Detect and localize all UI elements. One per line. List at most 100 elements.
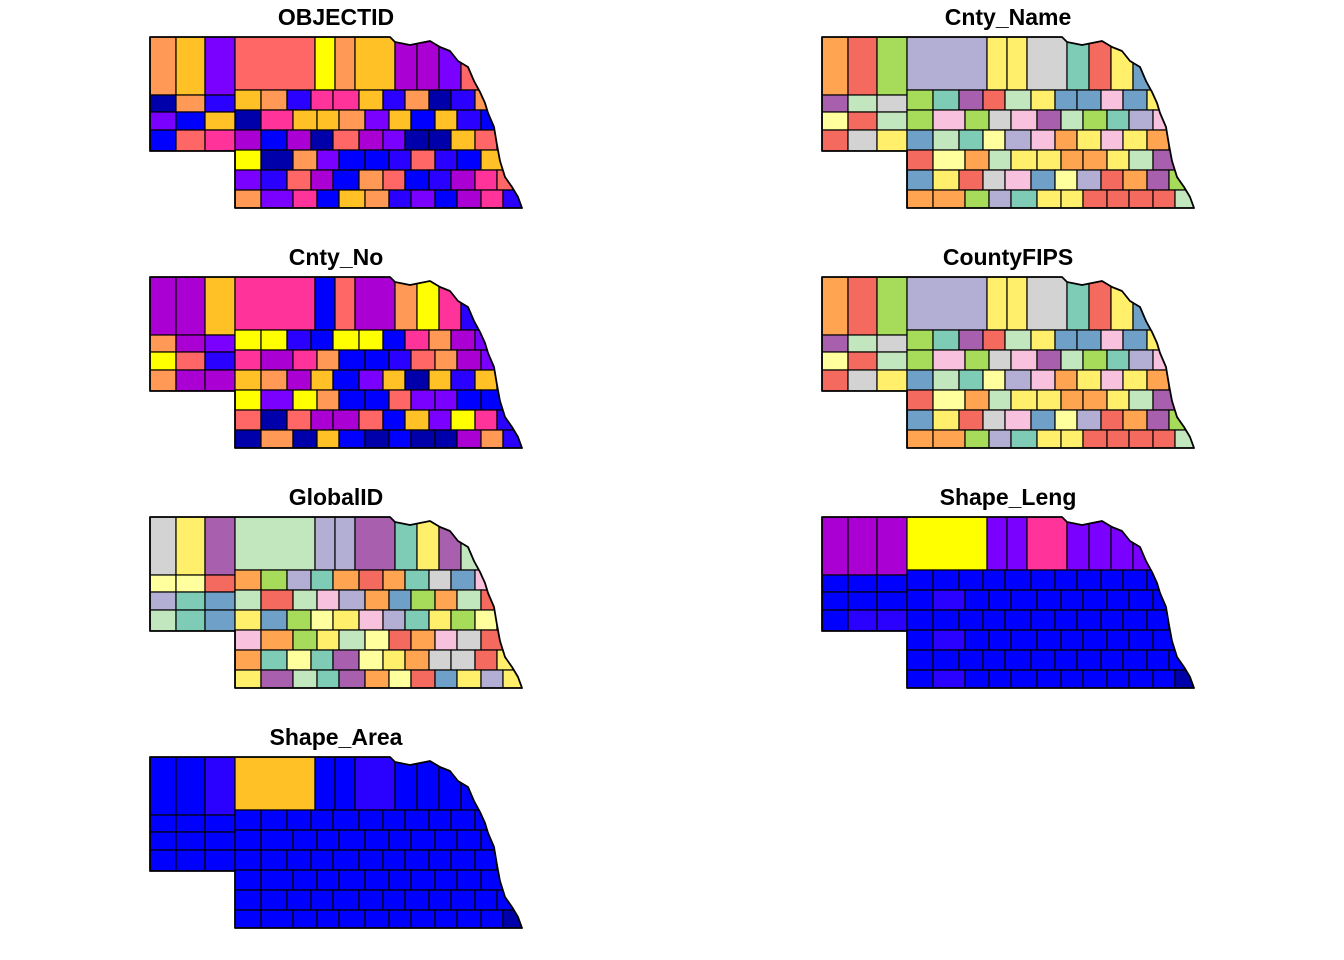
county	[292, 149, 318, 171]
county	[1026, 277, 1068, 331]
county	[988, 629, 1012, 651]
county	[260, 189, 294, 208]
county	[456, 589, 482, 611]
county	[906, 169, 934, 191]
county	[338, 909, 366, 928]
county	[1146, 649, 1170, 671]
county	[310, 609, 334, 631]
county	[175, 111, 206, 131]
county	[260, 149, 294, 171]
county	[286, 609, 312, 631]
county	[434, 629, 458, 651]
county	[906, 649, 934, 671]
county	[150, 369, 177, 392]
county	[292, 909, 318, 928]
county	[1100, 169, 1124, 191]
county	[175, 94, 206, 113]
county	[410, 429, 436, 448]
county	[460, 277, 484, 331]
county	[958, 409, 984, 431]
county	[964, 389, 990, 411]
county	[502, 109, 522, 131]
nebraska-county-map	[821, 516, 1195, 689]
county	[1060, 629, 1084, 651]
county	[260, 569, 288, 591]
county	[410, 589, 436, 611]
county	[338, 149, 366, 171]
county	[982, 169, 1006, 191]
county	[260, 129, 288, 151]
county	[175, 574, 206, 593]
panel-cnty-name: Cnty_Name	[821, 4, 1195, 209]
county	[964, 429, 990, 448]
nebraska-county-map	[149, 276, 549, 449]
county	[1128, 669, 1154, 688]
county	[175, 849, 206, 872]
county	[260, 829, 294, 851]
county	[292, 389, 318, 411]
county	[150, 574, 177, 593]
county	[234, 669, 262, 688]
county	[388, 669, 412, 688]
county	[1146, 409, 1170, 431]
county	[292, 869, 318, 891]
county	[364, 189, 390, 208]
state-outline	[149, 756, 523, 929]
county	[404, 569, 430, 591]
county	[286, 329, 312, 351]
county	[260, 409, 288, 431]
county	[150, 129, 177, 152]
county	[404, 129, 430, 151]
county	[822, 94, 849, 113]
county	[292, 109, 318, 131]
county	[496, 129, 522, 151]
county	[456, 109, 482, 131]
county	[382, 809, 406, 831]
county	[234, 517, 316, 571]
county	[428, 169, 452, 191]
county	[906, 189, 934, 208]
county	[520, 849, 522, 871]
county	[1128, 589, 1154, 611]
county	[958, 369, 984, 391]
county	[310, 569, 334, 591]
county	[1010, 629, 1038, 651]
county	[332, 129, 360, 151]
county	[354, 757, 396, 811]
county	[204, 849, 236, 872]
county	[404, 649, 430, 671]
county	[1146, 609, 1170, 631]
state-outline	[821, 516, 1195, 689]
county	[1054, 169, 1078, 191]
county	[204, 757, 236, 816]
county	[428, 569, 452, 591]
county	[234, 909, 262, 928]
county	[906, 517, 988, 571]
county	[1004, 169, 1032, 191]
county	[1076, 169, 1102, 191]
county	[204, 517, 236, 576]
county	[314, 37, 336, 91]
county	[1110, 37, 1134, 91]
county	[438, 757, 462, 811]
county	[527, 277, 549, 330]
county	[932, 429, 966, 448]
county	[1060, 189, 1084, 208]
county	[1036, 149, 1062, 171]
county	[982, 409, 1006, 431]
panel-title: Shape_Area	[270, 724, 403, 750]
county	[502, 869, 522, 891]
county	[150, 111, 177, 131]
county	[876, 94, 908, 113]
county	[428, 409, 452, 431]
county	[175, 37, 206, 96]
county	[527, 37, 549, 90]
county	[1100, 89, 1124, 111]
county	[932, 189, 966, 208]
county	[1128, 189, 1154, 208]
county	[474, 369, 498, 391]
county	[1004, 649, 1032, 671]
state-outline	[149, 36, 523, 209]
county	[260, 429, 294, 448]
county	[1082, 349, 1108, 371]
